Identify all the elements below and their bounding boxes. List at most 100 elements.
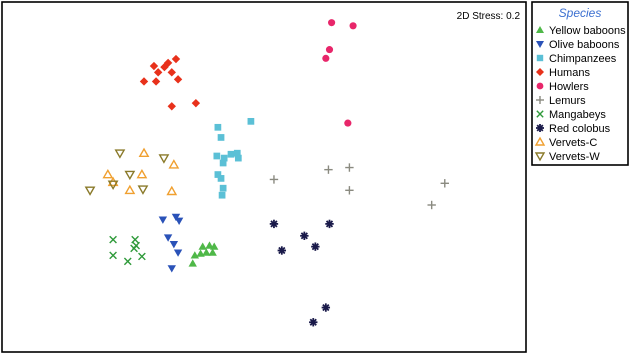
point-olive-baboons — [158, 216, 168, 224]
legend-label: Vervets-W — [549, 151, 600, 163]
plot-frame — [1, 1, 527, 353]
point-chimpanzees — [234, 154, 242, 162]
point-howlers — [325, 46, 334, 54]
point-humans — [149, 61, 159, 71]
point-mangabeys — [109, 251, 117, 260]
legend-label: Chimpanzees — [549, 53, 617, 65]
point-lemurs — [427, 200, 436, 210]
point-vervets-c — [124, 184, 136, 195]
point-vervets-c — [136, 168, 148, 179]
point-chimpanzees — [233, 149, 241, 157]
legend-marker-red-colobus — [536, 124, 544, 132]
point-yellow-baboons — [202, 248, 211, 256]
point-chimpanzees — [217, 134, 225, 141]
point-howlers — [344, 119, 352, 127]
legend-label: Yellow baboons — [549, 25, 626, 37]
point-vervets-w — [114, 149, 126, 159]
point-mangabeys — [131, 235, 139, 244]
point-lemurs — [269, 175, 279, 184]
point-humans — [167, 68, 176, 77]
point-humans — [160, 62, 169, 72]
legend-item-humans: Humans — [536, 67, 590, 79]
point-yellow-baboons — [208, 248, 217, 256]
legend-item-yellow-baboons: Yellow baboons — [536, 25, 626, 37]
point-howlers — [322, 54, 330, 62]
legend-label: Humans — [549, 67, 590, 79]
point-red-colobus — [311, 242, 320, 251]
point-howlers — [328, 19, 336, 27]
point-vervets-w — [84, 186, 96, 196]
data-points — [84, 19, 449, 327]
legend-marker-howlers — [536, 82, 544, 90]
legend-label: Olive baboons — [549, 39, 620, 51]
point-mangabeys — [109, 235, 117, 244]
legend-marker-olive-baboons — [536, 41, 544, 48]
point-humans — [173, 75, 183, 84]
point-lemurs — [324, 165, 333, 174]
legend-label: Vervets-C — [549, 137, 597, 149]
point-yellow-baboons — [198, 242, 207, 250]
legend-item-howlers: Howlers — [536, 81, 589, 93]
point-vervets-w — [158, 154, 170, 164]
point-olive-baboons — [163, 234, 173, 242]
point-vervets-c — [138, 147, 150, 158]
point-olive-baboons — [173, 249, 183, 257]
point-humans — [191, 98, 201, 108]
point-chimpanzees — [219, 184, 227, 192]
point-chimpanzees — [247, 117, 255, 125]
point-olive-baboons — [169, 241, 179, 249]
legend-marker-mangabeys — [536, 110, 544, 118]
legend-item-mangabeys: Mangabeys — [536, 109, 606, 121]
legend-marker-vervets-c — [534, 136, 546, 146]
legend-item-vervets-w: Vervets-W — [534, 151, 600, 163]
point-chimpanzees — [214, 123, 222, 131]
legend-marker-chimpanzees — [536, 54, 544, 62]
point-red-colobus — [309, 318, 318, 327]
point-red-colobus — [269, 219, 279, 229]
legend-item-chimpanzees: Chimpanzees — [536, 53, 617, 65]
point-yellow-baboons — [205, 241, 214, 249]
legend-box — [531, 1, 629, 166]
legend-item-vervets-c: Vervets-C — [534, 136, 597, 149]
point-chimpanzees — [219, 159, 227, 167]
legend-label: Howlers — [549, 81, 589, 93]
legend-marker-lemurs — [536, 96, 544, 104]
point-chimpanzees — [227, 150, 235, 158]
point-mangabeys — [138, 252, 146, 261]
point-humans — [151, 77, 161, 86]
point-chimpanzees — [213, 152, 221, 160]
point-howlers — [349, 22, 357, 30]
legend-items: Yellow baboons Olive baboons Chimpanzees Hu… — [534, 25, 626, 163]
point-yellow-baboons — [188, 259, 197, 267]
legend-label: Red colobus — [549, 123, 611, 135]
point-red-colobus — [300, 231, 309, 240]
point-mangabeys — [123, 257, 132, 266]
point-lemurs — [440, 179, 449, 188]
point-humans — [167, 102, 176, 111]
point-humans — [171, 54, 181, 64]
point-lemurs — [345, 163, 354, 172]
point-yellow-baboons — [190, 251, 200, 259]
point-vervets-c — [166, 185, 178, 196]
point-olive-baboons — [174, 217, 184, 225]
legend-label: Lemurs — [549, 95, 586, 107]
legend-marker-humans — [536, 68, 544, 76]
legend-item-olive-baboons: Olive baboons — [536, 39, 620, 51]
point-olive-baboons — [167, 265, 176, 273]
point-chimpanzees — [218, 191, 226, 199]
point-humans — [163, 58, 173, 68]
point-red-colobus — [325, 219, 334, 229]
legend-item-lemurs: Lemurs — [536, 95, 586, 107]
point-olive-baboons — [171, 213, 181, 222]
point-humans — [153, 68, 163, 77]
stress-annotation: 2D Stress: 0.2 — [457, 11, 521, 22]
legend-item-red-colobus: Red colobus — [536, 123, 611, 135]
point-mangabeys — [130, 244, 138, 253]
point-humans — [139, 77, 149, 86]
point-vervets-w — [107, 180, 119, 190]
point-vervets-w — [137, 185, 149, 195]
point-vervets-c — [102, 168, 114, 179]
point-vervets-c — [168, 159, 180, 169]
point-red-colobus — [321, 303, 331, 312]
